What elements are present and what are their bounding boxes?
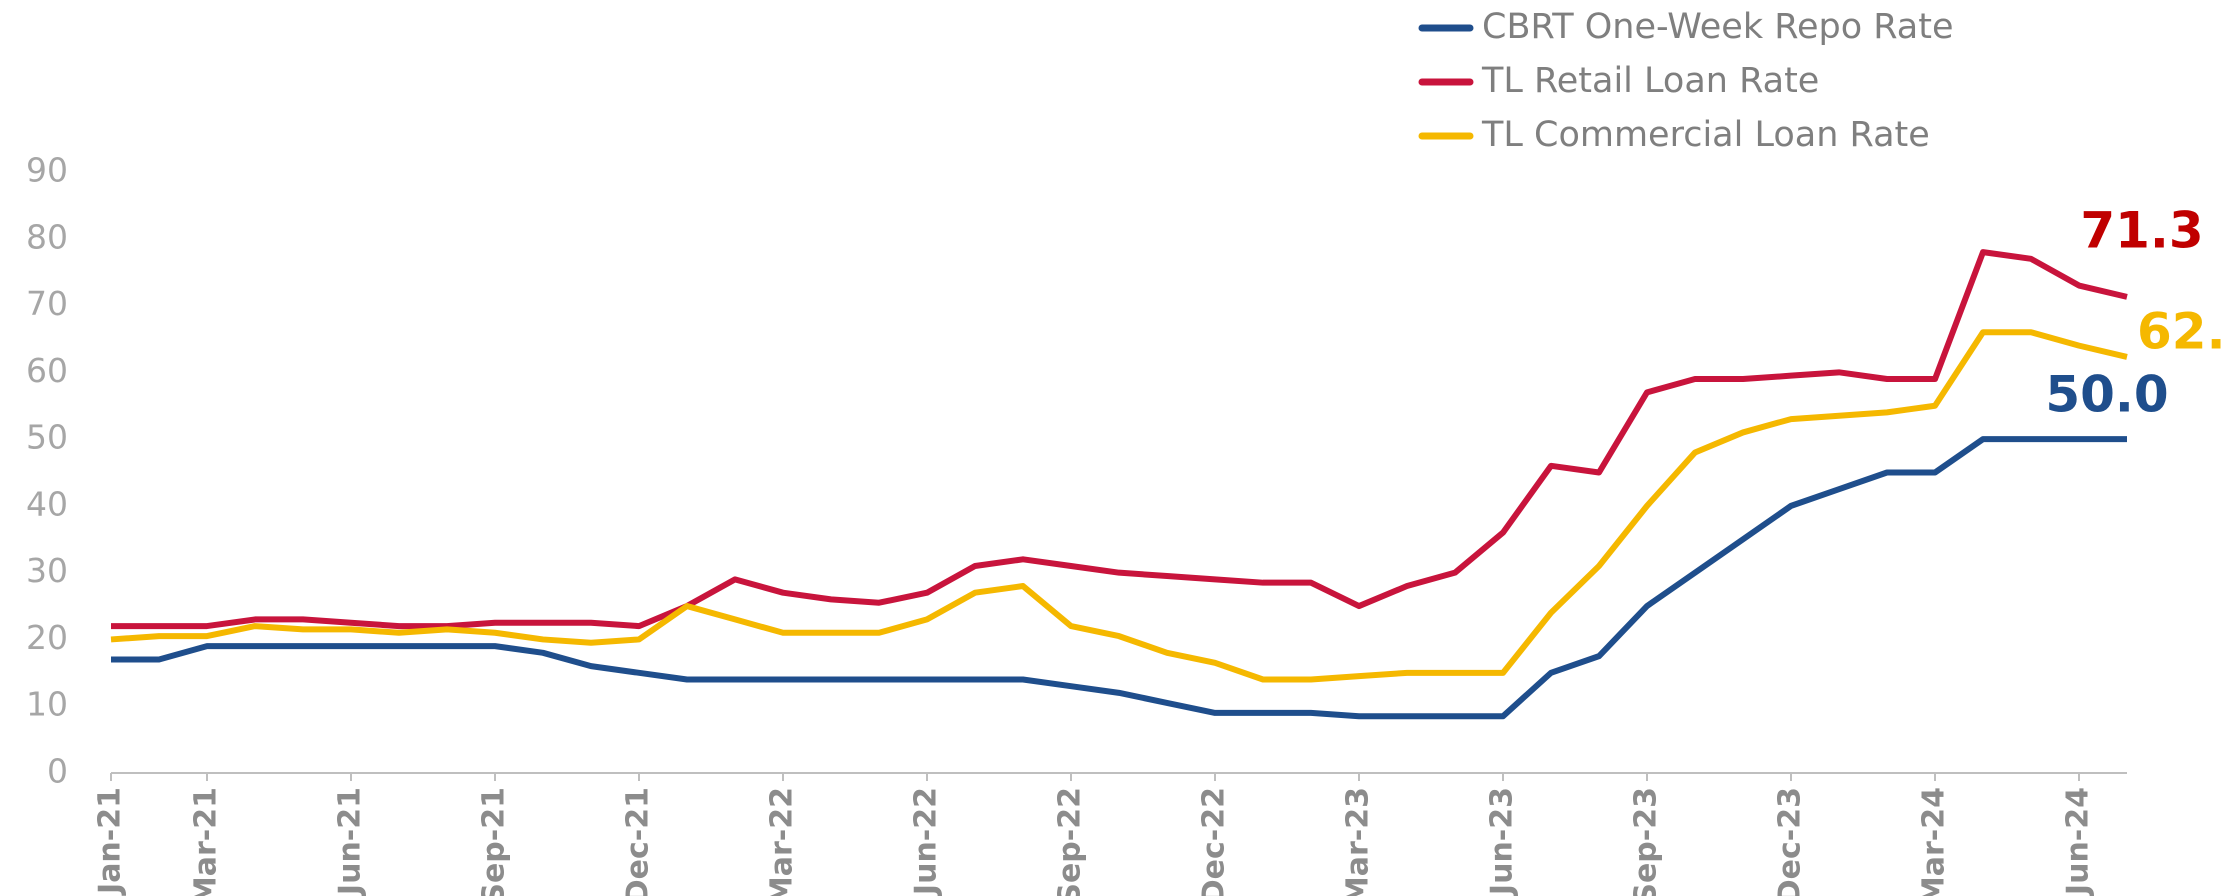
y-tick-label: 20 bbox=[26, 618, 68, 657]
x-tick-label: Jun-24 bbox=[2061, 787, 2096, 896]
x-tick-label: Mar-24 bbox=[1917, 787, 1952, 896]
y-tick-label: 10 bbox=[26, 685, 68, 724]
y-tick-label: 90 bbox=[26, 151, 68, 190]
legend-label: CBRT One-Week Repo Rate bbox=[1482, 7, 1954, 47]
value-label: 62.3 bbox=[2137, 302, 2227, 360]
y-tick-label: 30 bbox=[26, 551, 68, 590]
legend-label: TL Retail Loan Rate bbox=[1481, 61, 1819, 101]
x-tick-label: Sep-22 bbox=[1053, 787, 1088, 896]
y-tick-label: 60 bbox=[26, 351, 68, 390]
x-tick-label: Sep-21 bbox=[477, 787, 512, 896]
x-tick-label: Jun-22 bbox=[909, 787, 944, 896]
legend-label: TL Commercial Loan Rate bbox=[1481, 115, 1930, 155]
y-tick-label: 40 bbox=[26, 484, 68, 523]
x-tick-label: Mar-22 bbox=[765, 787, 800, 896]
series-line bbox=[111, 436, 2127, 720]
x-tick-label: Dec-21 bbox=[621, 787, 656, 896]
x-tick-label: Dec-22 bbox=[1197, 787, 1232, 896]
y-tick-label: 0 bbox=[47, 752, 68, 791]
y-tick-label: 70 bbox=[26, 284, 68, 323]
x-tick-label: Mar-21 bbox=[189, 787, 224, 896]
x-tick-label: Jan-21 bbox=[93, 787, 128, 896]
y-tick-label: 80 bbox=[26, 217, 68, 256]
x-tick-label: Jun-21 bbox=[333, 787, 368, 896]
x-tick-label: Dec-23 bbox=[1773, 787, 1808, 896]
series-line bbox=[111, 249, 2128, 630]
x-tick-label: Mar-23 bbox=[1341, 787, 1376, 896]
value-label: 50.0 bbox=[2045, 366, 2168, 424]
series-line bbox=[110, 329, 2128, 683]
x-tick-label: Jun-23 bbox=[1485, 787, 1520, 896]
x-tick-label: Sep-23 bbox=[1629, 787, 1664, 896]
y-tick-label: 50 bbox=[26, 418, 68, 457]
value-label: 71.3 bbox=[2080, 201, 2203, 259]
